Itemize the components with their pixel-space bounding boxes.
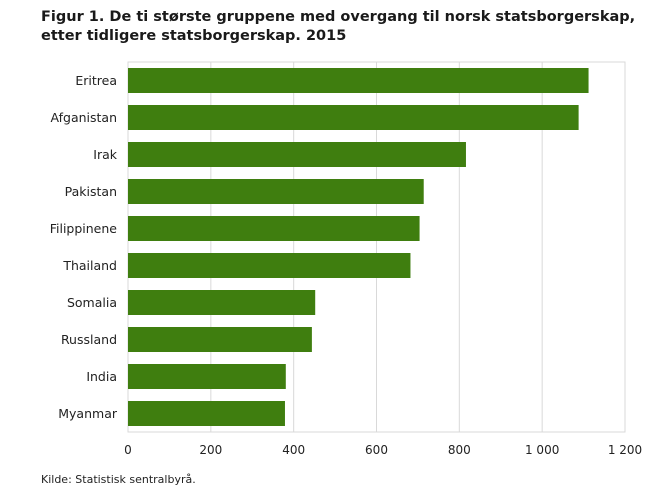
category-label: Eritrea <box>75 73 117 88</box>
chart-title-line-1: Figur 1. De ti største gruppene med over… <box>41 9 636 25</box>
bar-afganistan <box>128 105 579 130</box>
category-label: Pakistan <box>65 184 117 199</box>
category-label: Filippinene <box>50 221 118 236</box>
category-label: Afganistan <box>51 110 118 125</box>
bar-eritrea <box>128 68 589 93</box>
x-tick-label: 0 <box>124 443 132 457</box>
bar-irak <box>128 142 466 167</box>
chart-title-line-2: etter tidligere statsborgerskap. 2015 <box>41 28 347 44</box>
chart-title: Figur 1. De ti største gruppene med over… <box>41 8 641 46</box>
x-tick-label: 200 <box>199 443 222 457</box>
bar-pakistan <box>128 179 424 204</box>
category-labels: Eritrea Afganistan Irak Pakistan Filippinene… <box>50 73 118 421</box>
bar-russland <box>128 327 312 352</box>
bar-filippinene <box>128 216 420 241</box>
category-label: Myanmar <box>58 406 118 421</box>
x-tick-label: 800 <box>448 443 471 457</box>
category-label: Thailand <box>62 258 117 273</box>
category-label: India <box>86 369 117 384</box>
category-label: Irak <box>93 147 117 162</box>
x-tick-label: 600 <box>365 443 388 457</box>
bar-somalia <box>128 290 316 315</box>
bar-myanmar <box>128 401 285 426</box>
bar-india <box>128 364 286 389</box>
bar-thailand <box>128 253 411 278</box>
x-tick-label: 1 000 <box>525 443 559 457</box>
x-tick-label: 400 <box>282 443 305 457</box>
source-note: Kilde: Statistisk sentralbyrå. <box>41 473 196 486</box>
x-axis-tick-labels: 0 200 400 600 800 1 000 1 200 <box>124 443 642 457</box>
bars <box>128 68 589 426</box>
category-label: Somalia <box>67 295 117 310</box>
x-tick-label: 1 200 <box>608 443 642 457</box>
category-label: Russland <box>61 332 117 347</box>
